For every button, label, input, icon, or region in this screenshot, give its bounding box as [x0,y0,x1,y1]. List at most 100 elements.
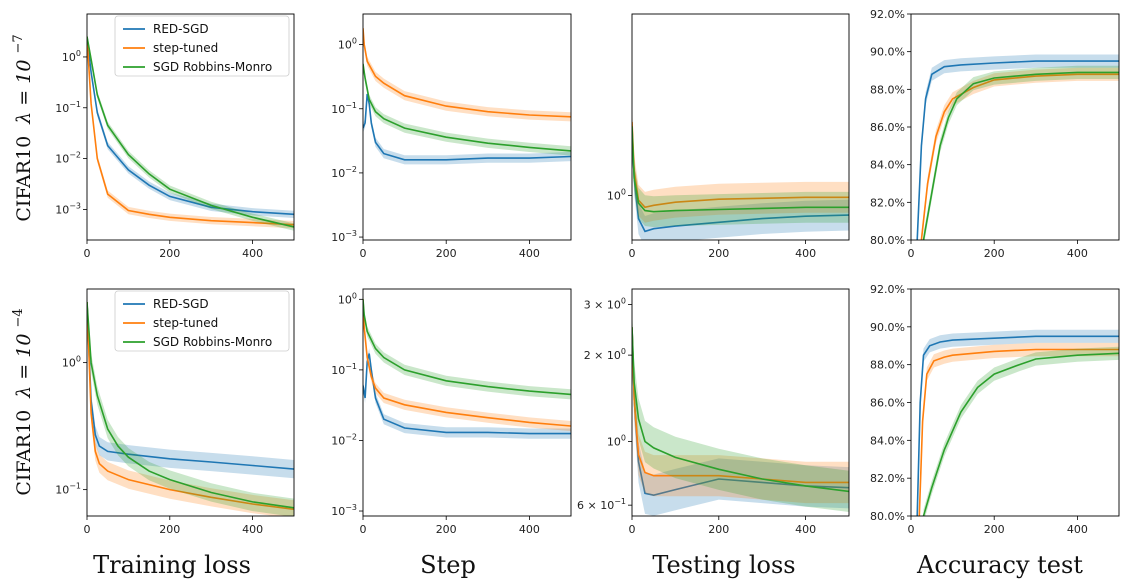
legend-box [114,15,290,77]
y-tick-label: 100 [607,187,626,202]
plot-area [916,54,1119,240]
row-label-top-exponent: −7 [11,34,26,53]
x-tick-label: 400 [795,523,816,536]
row-label-top-lambda: λ = 10 [13,60,35,125]
series-line-step-tuned [87,301,294,511]
series-line-sgd-robbins-monro [632,126,849,213]
x-tick-label: 200 [436,523,457,536]
y-tick-label: 6 × 10−1 [577,497,626,512]
y-tick-label: 10−2 [331,165,357,180]
legend-label: RED-SGD [153,22,209,36]
band-red-sgd [87,292,294,479]
row-label-bottom-lambda: λ = 10 [13,334,35,399]
series-line-red-sgd [87,36,294,216]
band-red-sgd [632,115,849,240]
x-tick-label: 400 [1067,523,1088,536]
y-tick-label: 10−1 [331,101,357,116]
legend: RED-SGD step-tuned SGD Robbins-Monro [114,290,290,352]
legend-label: step-tuned [153,316,218,330]
y-tick-label: 10−2 [331,432,357,447]
y-tick-label: 10−3 [331,503,357,518]
y-tick-label: 90.0% [870,46,905,59]
legend-box [114,290,290,352]
band-red-sgd [363,348,571,439]
band-red-sgd [917,329,1119,516]
svg-text:CIFAR10 λ = 10 −4: CIFAR10 λ = 10 −4 [11,308,35,495]
legend-label: RED-SGD [153,297,209,311]
x-tick-label: 400 [795,247,816,260]
y-tick-label: 86.0% [870,397,905,410]
x-tick-label: 200 [708,247,729,260]
x-tick-label: 0 [84,523,91,536]
x-tick-label: 0 [84,247,91,260]
panel-r0-c0: 0 200 400 100 10−1 10−2 10−3 RED-SGD step-tuned S… [55,13,295,260]
series-line-step-tuned [918,348,1119,516]
y-tick-label: 100 [607,434,626,449]
panels: 0 200 400 100 10−1 10−2 10−3 RED-SGD step-tuned S… [55,8,1120,536]
legend-label: SGD Robbins-Monro [153,335,272,349]
y-tick-label: 10−3 [55,201,81,216]
y-tick-label: 82.0% [870,472,905,485]
row-label-bottom: CIFAR10 λ = 10 −4 [11,308,35,495]
axes-frame [86,288,295,517]
column-title-step: Step [420,551,476,579]
x-tick-label: 400 [242,523,263,536]
y-tick-label: 84.0% [870,159,905,172]
legend-label: SGD Robbins-Monro [153,60,272,74]
x-tick-label: 0 [360,247,367,260]
band-step-tuned [363,23,571,122]
y-tick-label: 100 [62,355,81,370]
series-line-step-tuned [87,36,294,226]
series-line-sgd-robbins-monro [363,299,571,396]
axes-frame [86,13,295,241]
y-tick-label: 88.0% [870,359,905,372]
axes-frame [631,288,850,517]
plot-area [87,292,294,516]
plot-area [363,294,571,439]
x-tick-label: 200 [159,523,180,536]
x-tick-label: 200 [159,247,180,260]
y-tick-label: 86.0% [870,121,905,134]
axes-frame [910,288,1120,517]
y-tick-label: 10−1 [331,362,357,377]
x-tick-label: 400 [519,247,540,260]
axes-frame [910,13,1120,241]
plot-area [87,33,294,231]
series-line-red-sgd [363,93,571,161]
panel-r1-c2: 0 200 400 3 × 100 2 × 100 100 6 × 10−1 [577,288,850,536]
series-line-sgd-robbins-monro [363,63,571,152]
row-label-top-main: CIFAR10 [13,136,35,222]
plot-area [632,306,849,516]
x-tick-label: 0 [629,247,636,260]
legend: RED-SGD step-tuned SGD Robbins-Monro [114,15,290,77]
series-line-red-sgd [363,353,571,435]
x-tick-label: 400 [242,247,263,260]
y-tick-label: 10−1 [55,100,81,115]
y-tick-label: 10−3 [331,229,357,244]
x-tick-label: 200 [708,523,729,536]
row-label-bottom-exponent: −4 [11,308,26,327]
x-tick-label: 400 [1067,247,1088,260]
band-step-tuned [919,342,1119,516]
band-step-tuned [921,67,1119,240]
band-step-tuned [632,106,849,223]
x-tick-label: 0 [629,523,636,536]
panel-r1-c1: 0 200 400 100 10−1 10−2 10−3 [331,288,572,536]
series-line-red-sgd [916,60,1119,240]
series-line-red-sgd [916,335,1119,516]
row-label-top: CIFAR10 λ = 10 −7 [11,34,35,221]
plot-area [916,329,1119,516]
y-tick-label: 92.0% [870,8,905,21]
y-tick-label: 84.0% [870,434,905,447]
band-sgd-robbins-monro [923,346,1119,516]
band-sgd-robbins-monro [363,59,571,156]
x-tick-label: 0 [908,523,915,536]
series-line-sgd-robbins-monro [632,327,849,493]
y-tick-label: 82.0% [870,196,905,209]
x-tick-label: 0 [908,247,915,260]
series-line-sgd-robbins-monro [922,71,1119,240]
series-line-step-tuned [632,327,849,484]
y-tick-label: 3 × 100 [584,297,626,312]
series-line-step-tuned [632,121,849,209]
